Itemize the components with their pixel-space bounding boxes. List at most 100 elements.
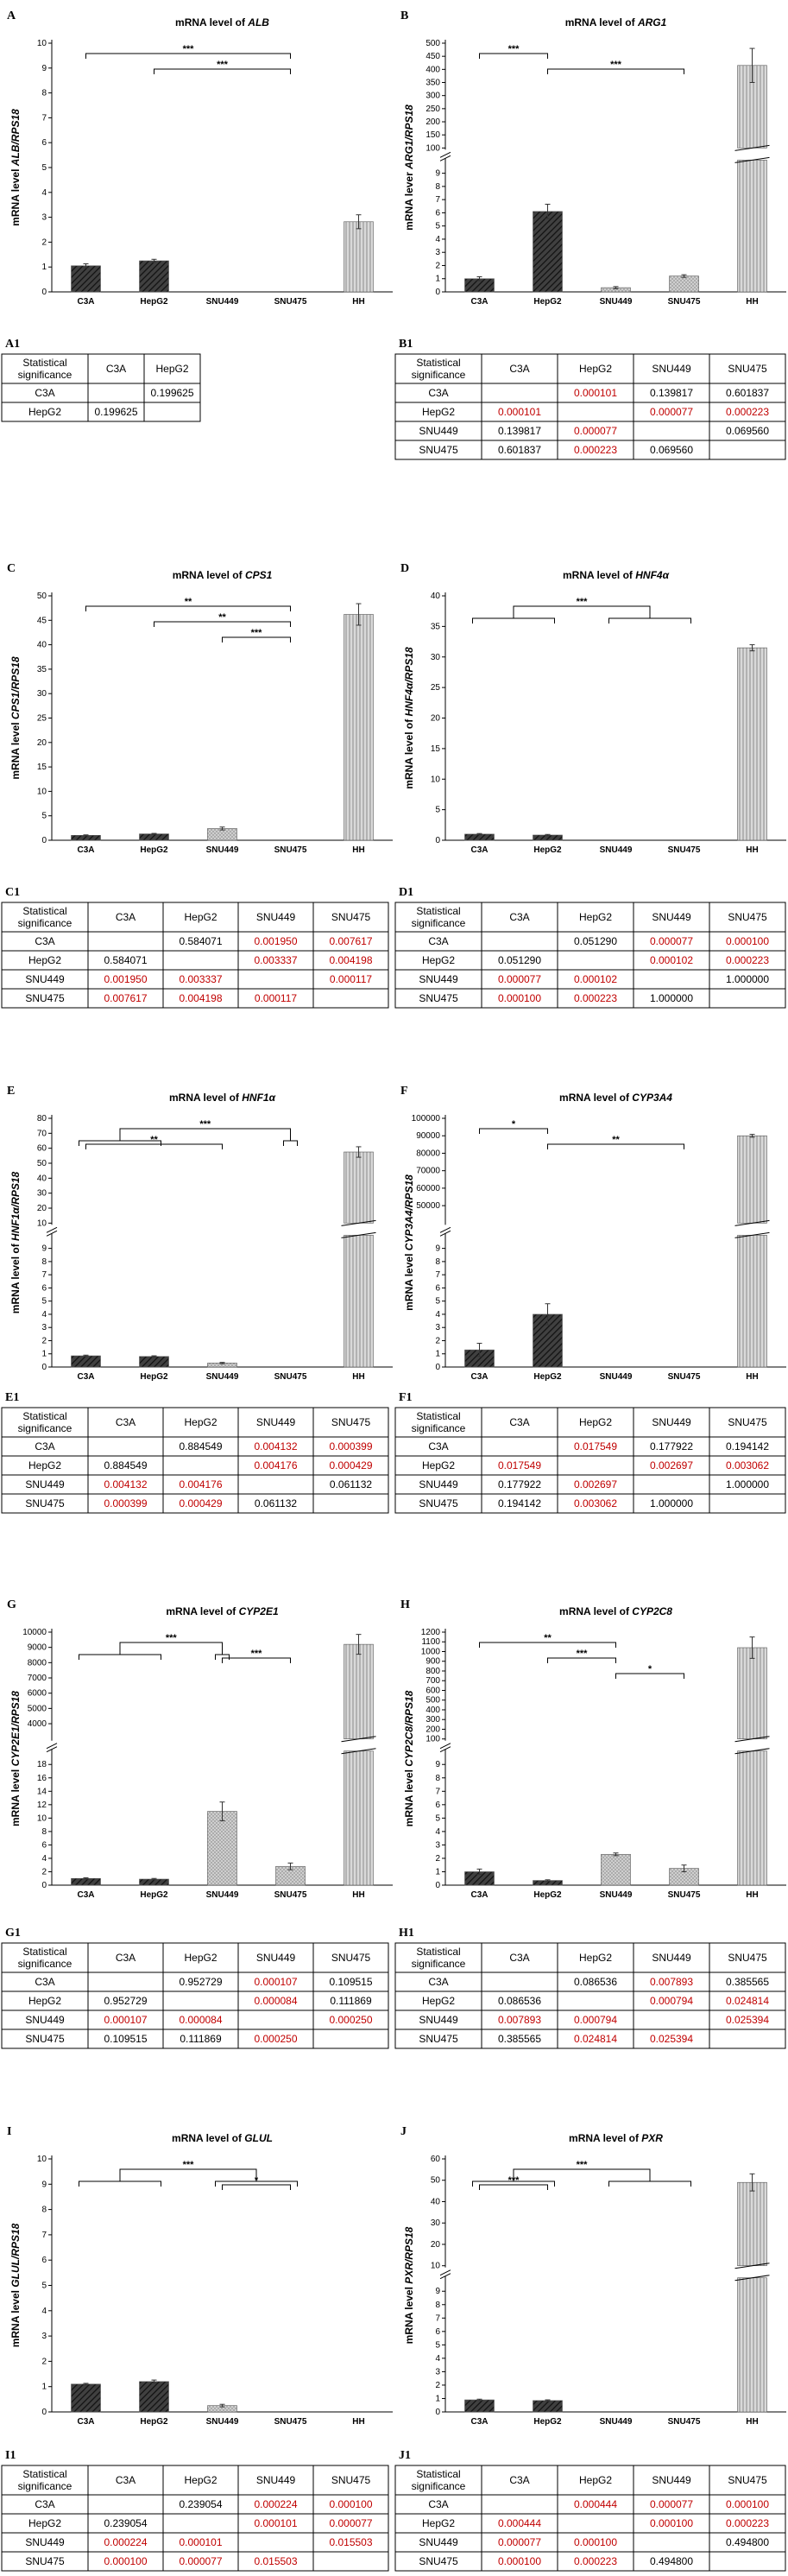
tick-label-I-9: 9 [41, 2180, 47, 2189]
table-cell: 0.385565 [726, 1976, 769, 1988]
axis-break-gap [440, 149, 451, 159]
table-cell: 0.139817 [498, 425, 541, 437]
table-cell: 0.007617 [104, 992, 147, 1004]
x-tick-label-B-HepG2: HepG2 [533, 297, 562, 307]
axis-break-mark [439, 1230, 451, 1237]
x-tick-label-E-HepG2: HepG2 [140, 1372, 168, 1382]
tick-label-F-6: 6 [435, 1283, 440, 1293]
sig-bracket-B [479, 53, 548, 59]
tick-label-H-1200: 1200 [421, 1628, 441, 1637]
tick-label-J-7: 7 [435, 2313, 440, 2323]
tick-label-J-50: 50 [431, 2176, 441, 2186]
table-row-header-SNU475: SNU475 [25, 2033, 65, 2045]
x-tick-label-C-C3A: C3A [77, 845, 94, 855]
panel-label-F: F [400, 1085, 408, 1098]
bar-H-SNU449 [601, 1853, 631, 1886]
tick-label-I-6: 6 [41, 2256, 47, 2265]
tick-label-D-40: 40 [431, 592, 441, 601]
sig-label-E: *** [199, 1119, 211, 1130]
panel-label-J: J [400, 2125, 407, 2138]
chart-title-B: mRNA level of ARG1 [565, 16, 667, 28]
table-cell: 0.884549 [104, 1459, 147, 1472]
table-cell: 0.007893 [498, 2014, 541, 2026]
table-row-header-SNU449: SNU449 [419, 2014, 458, 2026]
tick-label-E-5: 5 [41, 1297, 47, 1307]
tick-label-C-5: 5 [41, 812, 47, 821]
sig-bracket-C [85, 605, 291, 611]
table-cell: 0.000794 [574, 2014, 617, 2026]
x-tick-label-G-SNU475: SNU475 [274, 1890, 307, 1900]
table-D1: D1 Statistical significance C3A HepG2 SNU449 S… [394, 886, 786, 1009]
tick-label-E-8: 8 [41, 1257, 47, 1267]
table-corner-header: Statistical significance [412, 905, 466, 929]
table-cell: 0.000077 [650, 2498, 693, 2510]
table-frame [1, 353, 201, 422]
table-frame [1, 2465, 389, 2572]
tick-label-E-1: 1 [41, 1350, 47, 1359]
sig-label-D: *** [577, 597, 589, 607]
chart-title-A: mRNA level of ALB [175, 16, 269, 28]
table-cell: 0.000101 [498, 406, 541, 418]
tick-label-D-35: 35 [431, 622, 441, 631]
sig-bracket-J [479, 2184, 548, 2190]
tick-label-H-1: 1 [435, 1867, 440, 1877]
tick-label-H-9: 9 [435, 1760, 440, 1769]
table-row-header-HepG2: HepG2 [422, 2517, 455, 2529]
table-cell: 0.601837 [498, 444, 541, 456]
table-cell: 0.000102 [574, 973, 617, 985]
table-cell: 0.025394 [726, 2014, 769, 2026]
sig-bracket-E [85, 1143, 223, 1149]
sig-label-C: *** [251, 628, 263, 638]
table-row-header-SNU449: SNU449 [25, 2014, 65, 2026]
tick-label-B-9: 9 [435, 169, 440, 179]
sig-bracket-I [119, 2168, 257, 2181]
table-cell: 0.004132 [254, 1440, 297, 1453]
tick-label-H-7: 7 [435, 1787, 440, 1796]
tick-label-H-3: 3 [435, 1840, 440, 1850]
table-cell: 0.061132 [330, 1478, 372, 1491]
table-cell: 0.000224 [104, 2536, 147, 2548]
table-col-header-C3A: C3A [116, 2474, 136, 2486]
table-B1: B1 Statistical significance C3A HepG2 SNU449 S… [394, 338, 786, 460]
tick-label-C-20: 20 [37, 738, 47, 748]
table-cell: 0.000399 [104, 1497, 147, 1510]
bar-upper-G-HH [344, 1643, 374, 1740]
table-label-H1: H1 [399, 1927, 414, 1940]
table-col-header-SNU449: SNU449 [256, 1952, 296, 1964]
tick-label-D-15: 15 [431, 744, 441, 754]
table-cell: 0.239054 [104, 2517, 147, 2529]
table-cell: 0.000077 [650, 406, 693, 418]
table-cell: 0.015503 [254, 2555, 297, 2567]
table-cell: 0.007893 [650, 1976, 693, 1988]
bar-upper-J-HH [737, 2181, 767, 2267]
tick-label-G-5000: 5000 [28, 1704, 47, 1713]
table-cell: 0.000100 [650, 2517, 693, 2529]
sig-bracket-F [479, 1128, 548, 1134]
table-col-header-HepG2: HepG2 [579, 363, 612, 375]
bar-B-HepG2 [533, 211, 563, 293]
bar-upper-F-HH [737, 1135, 767, 1224]
table-cell: 0.001950 [254, 935, 297, 947]
x-tick-label-E-SNU449: SNU449 [206, 1372, 239, 1382]
panel-label-D: D [400, 562, 409, 575]
tick-label-D-10: 10 [431, 775, 441, 784]
table-cell: 0.000102 [650, 954, 693, 966]
chart-title-I: mRNA level of GLUL [172, 2132, 273, 2144]
tick-label-C-35: 35 [37, 665, 47, 674]
tick-label-A-10: 10 [37, 39, 47, 48]
tick-label-G-12: 12 [37, 1801, 47, 1810]
bar-G-SNU449 [207, 1811, 237, 1886]
table-cell: 0.000077 [498, 973, 541, 985]
tick-label-F-1: 1 [435, 1350, 440, 1359]
table-row-header-C3A: C3A [35, 1440, 54, 1453]
tick-label-J-30: 30 [431, 2218, 441, 2228]
table-col-header-C3A: C3A [509, 2474, 529, 2486]
table-cell: 0.000224 [254, 2498, 297, 2510]
tick-label-C-30: 30 [37, 689, 47, 699]
table-G1: G1 Statistical significance C3A HepG2 SNU449 S… [1, 1927, 389, 2049]
